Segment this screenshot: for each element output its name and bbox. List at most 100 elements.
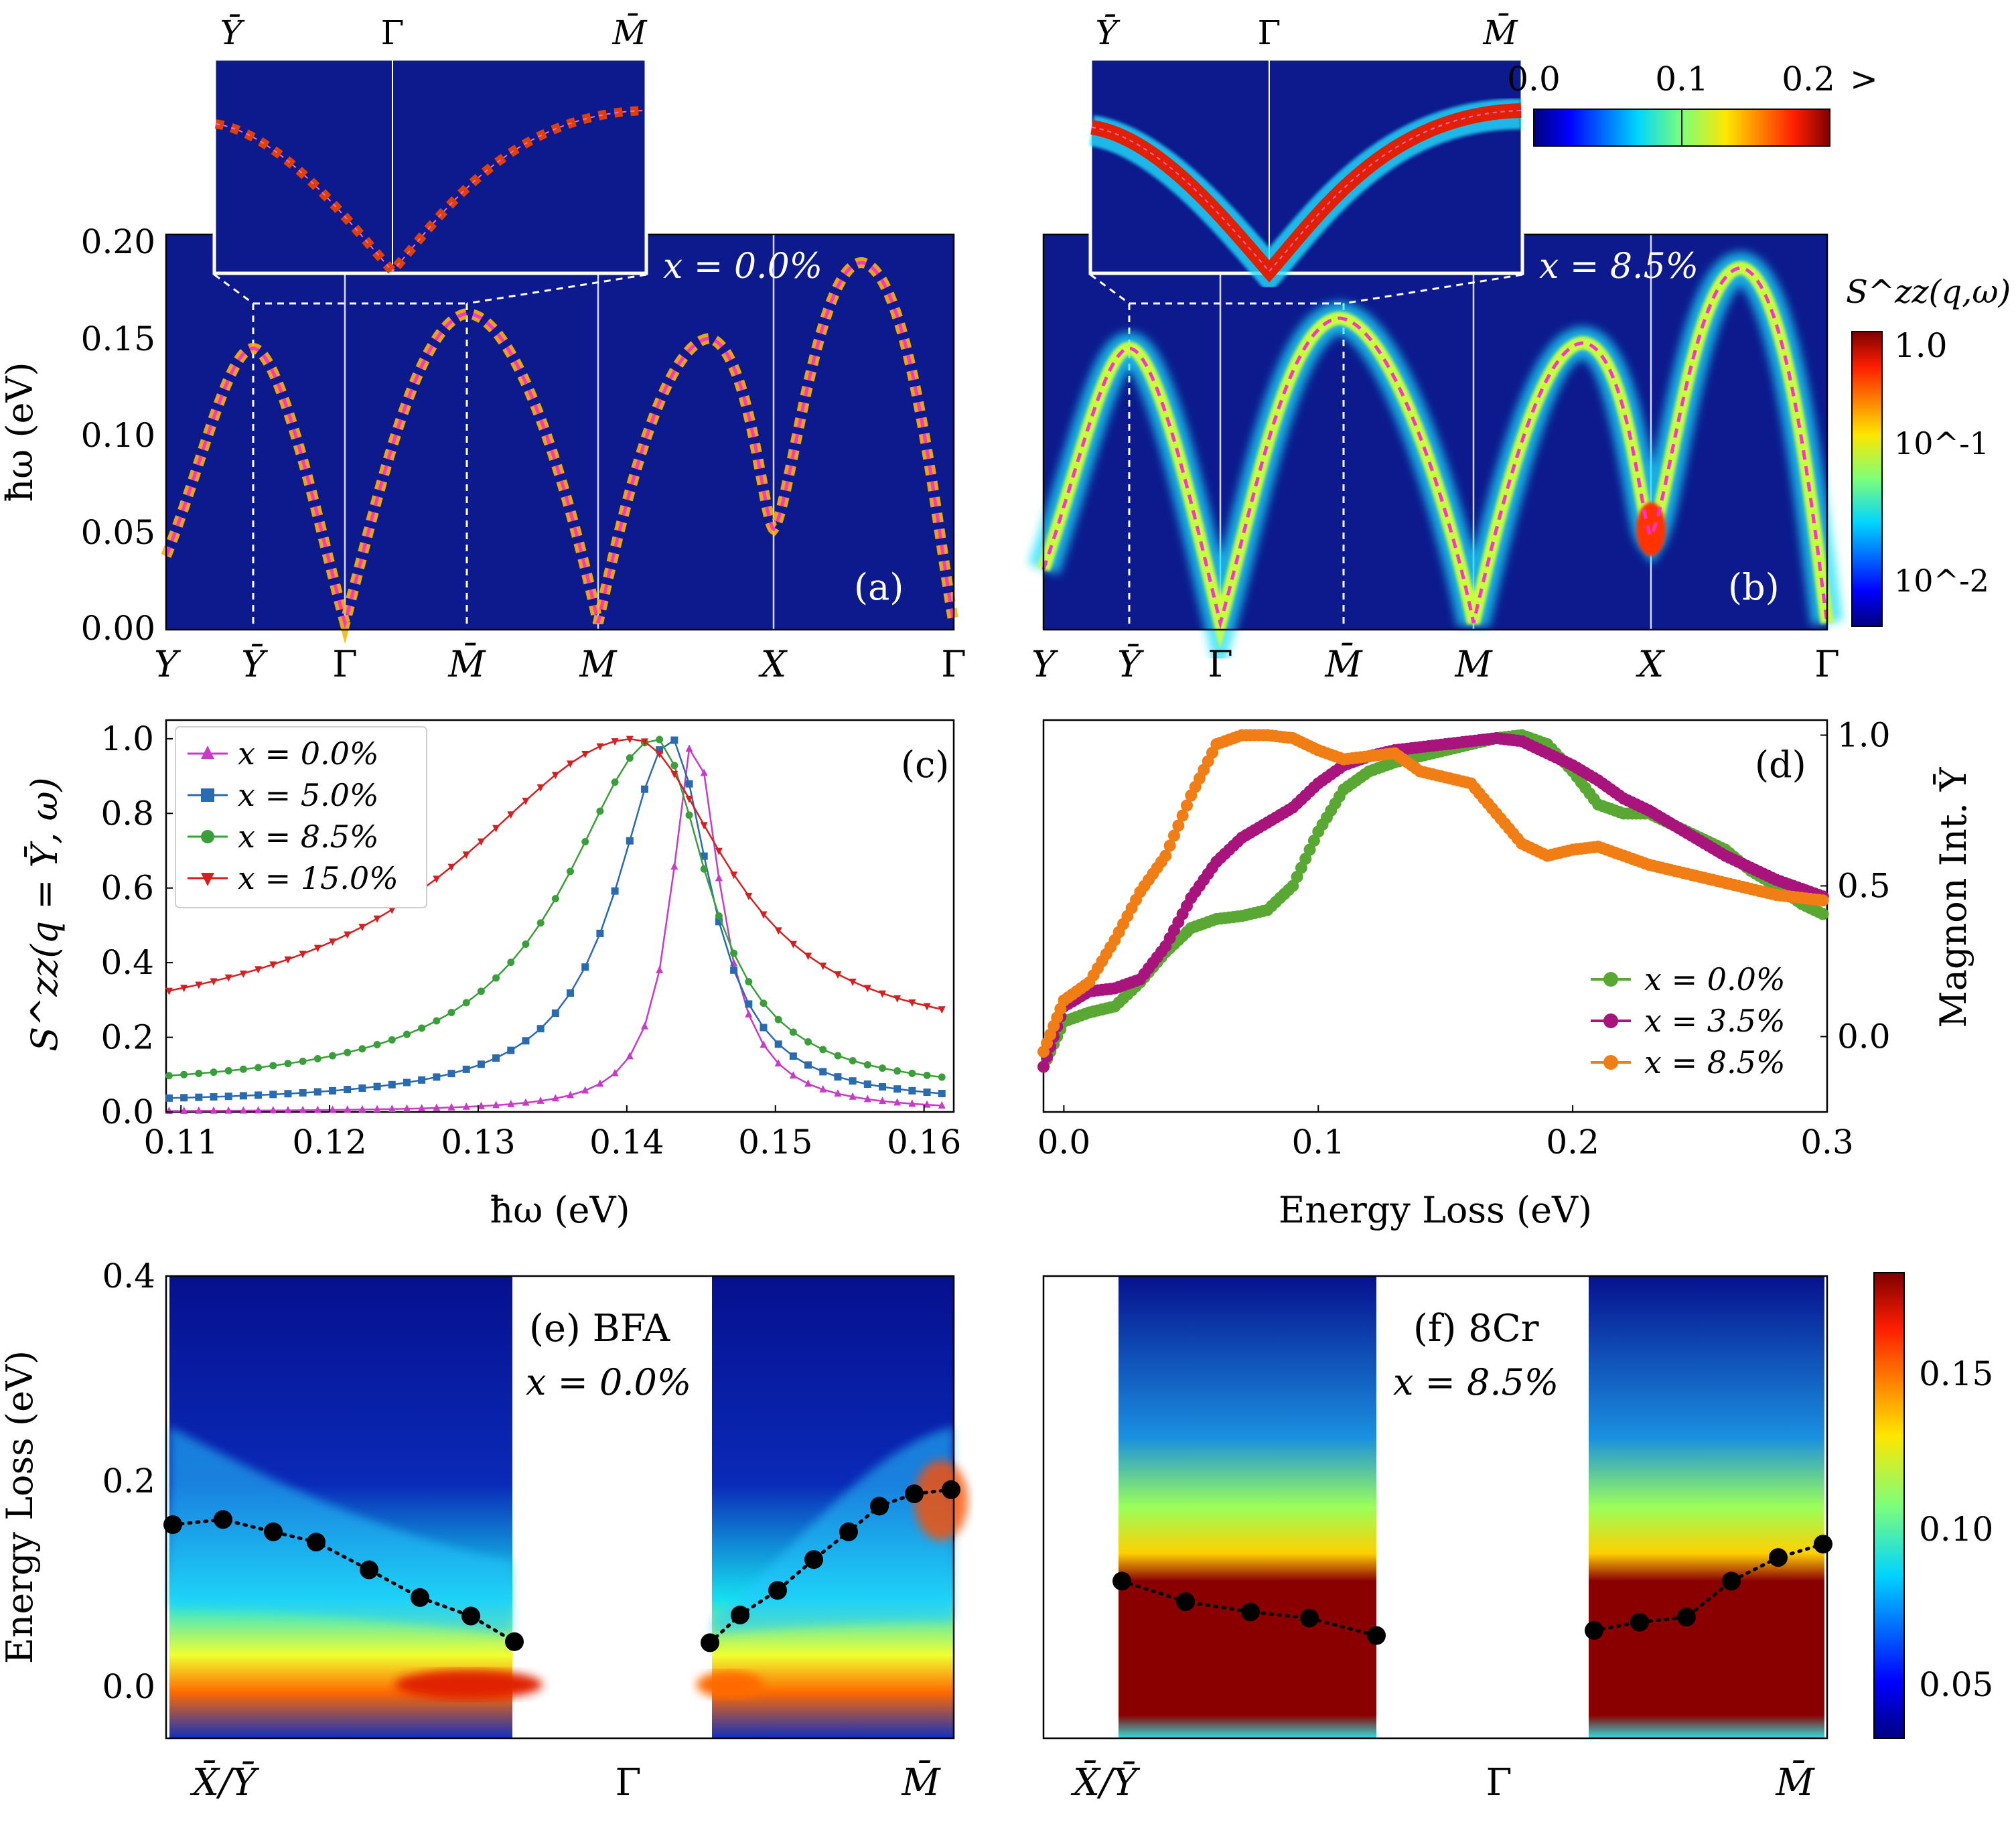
panel-c-legend-label: x = 5.0% bbox=[238, 777, 379, 813]
panel-b-cbar-tick-0: 1.0 bbox=[1894, 326, 1948, 365]
panel-c-legend-label: x = 15.0% bbox=[238, 860, 399, 896]
panel-c-ytick-label: 0.0 bbox=[100, 1093, 154, 1131]
panel-c-point bbox=[700, 852, 708, 860]
panel-c-point bbox=[730, 871, 738, 880]
panel-c-frame bbox=[165, 719, 955, 1113]
panel-b-inset-tick-2: M̄ bbox=[1482, 13, 1518, 52]
panel-c-point bbox=[656, 746, 664, 754]
panel-c-point bbox=[313, 1088, 321, 1096]
panel-e-peak-point bbox=[701, 1633, 719, 1653]
panel-c-xtick-label: 0.15 bbox=[738, 1123, 812, 1162]
panel-c-point bbox=[923, 1003, 931, 1011]
panel-f-x-ticks: X̄/Ȳ Γ M̄ bbox=[1070, 1760, 1815, 1805]
panel-c-point bbox=[344, 1048, 352, 1056]
panel-c-ytick-label: 0.2 bbox=[100, 1018, 154, 1057]
panel-e-label: (e) BFA bbox=[529, 1307, 670, 1350]
panel-c-point bbox=[313, 1054, 321, 1062]
panel-c-point bbox=[536, 1096, 545, 1104]
panel-f-label: (f) 8Cr bbox=[1413, 1307, 1539, 1350]
panel-d-legend: x = 0.0% x = 3.5% x = 8.5% bbox=[1591, 961, 1786, 1080]
panel-c-point bbox=[849, 1056, 857, 1064]
panel-c-point bbox=[656, 735, 664, 744]
panel-e-ytick-2: 0.4 bbox=[102, 1257, 155, 1295]
panel-f-peaks bbox=[1112, 1535, 1832, 1645]
panel-a-ylabel: ħω (eV) bbox=[0, 362, 41, 502]
panel-d-legend-marker bbox=[1603, 972, 1618, 987]
panel-c-point bbox=[640, 738, 648, 746]
panel-c-point bbox=[730, 966, 738, 974]
panel-c-point bbox=[180, 985, 188, 993]
panel-f-xtick-2: M̄ bbox=[1775, 1760, 1815, 1805]
panel-a-xtick-1: Ȳ bbox=[241, 643, 268, 685]
panel-c-point bbox=[492, 825, 500, 833]
panel-d-legend-marker bbox=[1603, 1013, 1618, 1028]
panel-a-band-dispersion bbox=[164, 261, 956, 630]
panel-d-point-0 bbox=[1295, 861, 1307, 874]
panel-c-point bbox=[195, 1093, 203, 1101]
panel-c-point bbox=[165, 1094, 173, 1102]
panel-c-point bbox=[804, 953, 812, 961]
panel-c-point bbox=[789, 1071, 797, 1079]
panel-d-point-0 bbox=[1287, 880, 1299, 892]
panel-c-point bbox=[492, 1101, 500, 1109]
panel-c-point bbox=[834, 1089, 842, 1097]
panel-c-legend-marker bbox=[201, 746, 214, 759]
panel-c-point bbox=[403, 1030, 411, 1038]
panel-c-point bbox=[507, 811, 515, 819]
panel-c-point bbox=[522, 1098, 530, 1106]
panel-a-x-ticks: Y Ȳ Γ M̄ M X Γ bbox=[154, 642, 966, 685]
panel-c-legend-label: x = 8.5% bbox=[238, 819, 379, 855]
panel-c-point bbox=[344, 1105, 352, 1113]
panel-c-point bbox=[596, 1079, 604, 1087]
panel-c-ticks: 0.11 0.12 0.13 0.14 0.15 0.16 0.0 0.2 0.4 0.6 0.8 1… bbox=[100, 719, 961, 1162]
panel-b-inset-tick-1: Γ bbox=[1258, 13, 1281, 52]
panel-c-point bbox=[403, 1104, 411, 1112]
panel-c-point bbox=[863, 985, 871, 993]
panel-c-point bbox=[774, 927, 782, 935]
panel-f-peak-point bbox=[1241, 1602, 1260, 1622]
panel-a-ytick-0: 0.00 bbox=[81, 609, 155, 648]
panel-c-point bbox=[640, 1022, 648, 1030]
panel-c-point bbox=[551, 772, 559, 780]
panel-a-ytick-3: 0.15 bbox=[81, 320, 155, 358]
panel-c-ytick-label: 0.8 bbox=[100, 794, 154, 833]
panel-b-inset-cbar-tick-3: > bbox=[1850, 60, 1878, 98]
panel-f-peak-point bbox=[1677, 1608, 1696, 1627]
panel-f-peak-point bbox=[1367, 1626, 1386, 1645]
panel-a-ytick-1: 0.05 bbox=[81, 513, 155, 552]
panel-c-point bbox=[329, 938, 337, 946]
panel-b-inset-cbar-tick-2: 0.2 bbox=[1782, 60, 1835, 98]
panel-c-xtick-label: 0.16 bbox=[887, 1123, 961, 1162]
panel-c-point bbox=[462, 999, 470, 1007]
panel-c-point bbox=[551, 895, 559, 903]
panel-c-point bbox=[626, 735, 634, 744]
panel-c-point bbox=[536, 1025, 545, 1033]
panel-d-ticks: 0.0 0.1 0.2 0.3 0.0 0.5 1.0 bbox=[1037, 716, 1891, 1162]
panel-c-point bbox=[507, 1046, 515, 1054]
panel-e-elastic-hotspot-right bbox=[697, 1671, 764, 1698]
panel-c-point bbox=[462, 1065, 470, 1073]
panel-c-point bbox=[581, 963, 589, 971]
panel-b-label: (b) bbox=[1728, 566, 1780, 608]
panel-e-glow-right bbox=[712, 1427, 954, 1634]
panel-c-point bbox=[938, 1089, 946, 1097]
panel-c-label: (c) bbox=[901, 744, 949, 786]
panel-c-point bbox=[418, 1104, 426, 1112]
panel-c-point bbox=[180, 1094, 188, 1102]
panel-b-xtick-0: Y bbox=[1031, 643, 1058, 685]
panel-c-legend-label: x = 0.0% bbox=[238, 735, 379, 772]
panel-c-point bbox=[715, 847, 723, 855]
panel-c-point bbox=[477, 1101, 485, 1109]
panel-c-point bbox=[284, 956, 292, 964]
panel-c-point bbox=[774, 1059, 782, 1067]
panel-c-xtick-label: 0.12 bbox=[292, 1123, 366, 1162]
panel-c-point bbox=[567, 1091, 575, 1099]
panel-e-peak-point bbox=[870, 1496, 889, 1516]
panel-c-point bbox=[210, 1068, 218, 1076]
panel-f-peak-point bbox=[1176, 1592, 1195, 1612]
panel-c-point bbox=[908, 1069, 916, 1077]
panel-b-x-ticks: Y Ȳ Γ M̄ M X Γ bbox=[1031, 642, 1840, 685]
panel-a-xtick-5: X bbox=[758, 643, 788, 685]
panel-c-point bbox=[938, 1101, 946, 1109]
